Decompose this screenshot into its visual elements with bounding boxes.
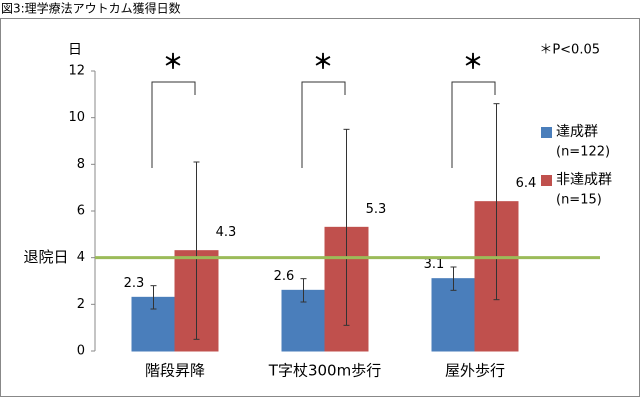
significance-bracket: [301, 81, 346, 168]
chart-title: 図3:理学療法アウトカム獲得日数: [1, 1, 181, 16]
x-tick-label: T字杖300m歩行: [268, 362, 381, 380]
legend-sub: (n=122): [556, 145, 610, 160]
legend-label: 達成群: [556, 124, 598, 140]
y-tick-label: 4: [77, 250, 85, 265]
legend-sub: (n=15): [556, 193, 602, 208]
y-tick-label: 2: [77, 297, 85, 312]
significance-mark: ＊: [463, 50, 483, 74]
data-label: 3.1: [424, 257, 445, 272]
y-axis-label: 日: [68, 42, 82, 58]
significance-note: ＊P<0.05: [539, 43, 600, 58]
y-tick-label: 0: [77, 344, 85, 359]
data-label: 2.6: [274, 269, 295, 284]
data-label: 2.3: [124, 276, 145, 291]
x-tick-label: 階段昇降: [145, 362, 205, 380]
legend-swatch: [541, 127, 552, 138]
significance-mark: ＊: [313, 50, 333, 74]
reference-label: 退院日: [23, 248, 68, 266]
y-tick-label: 10: [68, 110, 85, 125]
y-tick-label: 6: [77, 204, 85, 219]
data-label: 4.3: [216, 225, 237, 240]
data-label: 6.4: [516, 176, 537, 191]
significance-bracket: [451, 81, 496, 168]
data-label: 5.3: [366, 202, 387, 217]
significance-bracket: [151, 81, 196, 168]
x-tick-label: 屋外歩行: [445, 362, 505, 380]
significance-mark: ＊: [163, 50, 183, 74]
y-tick-label: 12: [68, 64, 85, 79]
legend-label: 非達成群: [556, 172, 612, 188]
legend-swatch: [541, 175, 552, 186]
y-tick-label: 8: [77, 157, 85, 172]
